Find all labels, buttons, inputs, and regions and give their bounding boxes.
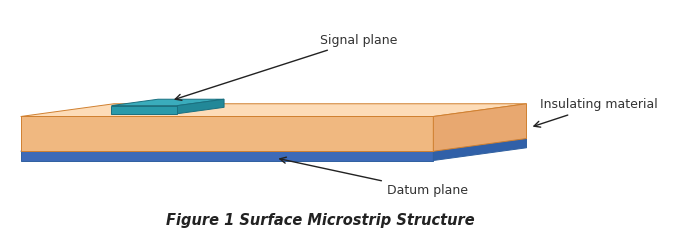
Text: Insulating material: Insulating material	[534, 98, 657, 127]
Text: Signal plane: Signal plane	[175, 34, 397, 100]
Text: Datum plane: Datum plane	[280, 157, 468, 197]
Polygon shape	[434, 138, 527, 161]
Polygon shape	[111, 99, 224, 106]
Polygon shape	[177, 99, 224, 114]
Polygon shape	[111, 106, 177, 114]
Polygon shape	[21, 138, 527, 151]
Polygon shape	[21, 151, 434, 161]
Polygon shape	[21, 104, 527, 116]
Text: Figure 1 Surface Microstrip Structure: Figure 1 Surface Microstrip Structure	[166, 213, 475, 228]
Polygon shape	[21, 116, 434, 151]
Polygon shape	[434, 104, 527, 151]
